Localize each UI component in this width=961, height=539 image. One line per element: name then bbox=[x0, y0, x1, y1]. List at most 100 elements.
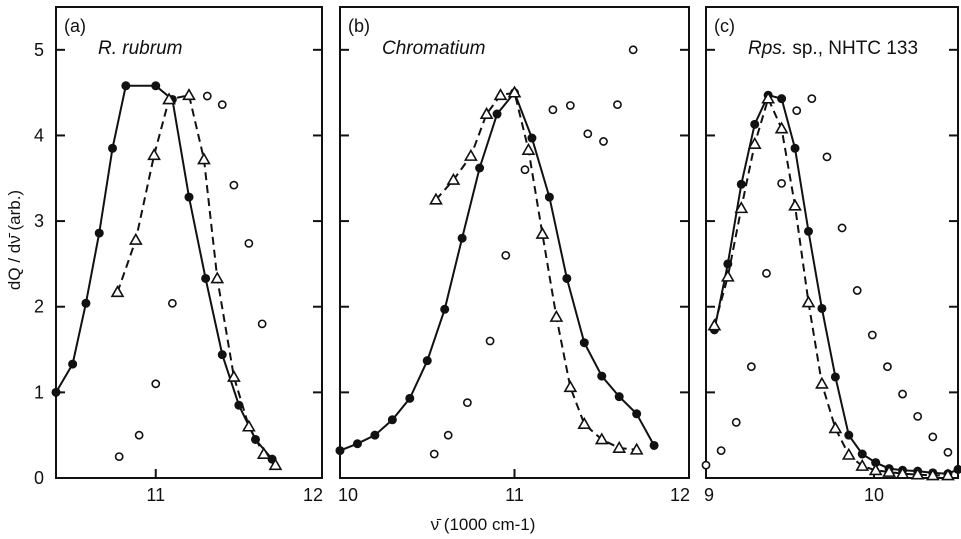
series-line bbox=[339, 90, 655, 452]
data-point-open-circle bbox=[913, 411, 923, 421]
panel-frame bbox=[55, 6, 323, 479]
data-point-open-triangle bbox=[761, 91, 776, 104]
data-point-filled-circle bbox=[562, 273, 572, 283]
panel-name-suffix: sp., NHTC 133 bbox=[787, 38, 918, 59]
data-point-open-circle bbox=[928, 432, 938, 442]
data-point-open-triangle bbox=[563, 380, 578, 393]
data-point-filled-circle bbox=[184, 192, 194, 202]
data-point-open-triangle bbox=[828, 421, 843, 434]
y-tick-label: 3 bbox=[34, 211, 44, 231]
data-point-filled-circle bbox=[201, 273, 211, 283]
panel-name: R. rubrum bbox=[98, 38, 182, 59]
data-point-open-triangle bbox=[268, 458, 283, 471]
data-point-filled-circle bbox=[736, 179, 746, 189]
data-point-open-triangle bbox=[629, 442, 644, 455]
data-point-filled-circle bbox=[234, 400, 244, 410]
data-point-open-triangle bbox=[241, 419, 256, 432]
series-open-triangle bbox=[707, 91, 955, 481]
data-point-open-triangle bbox=[128, 232, 143, 245]
data-point-filled-circle bbox=[790, 143, 800, 153]
data-point-filled-circle bbox=[777, 94, 787, 104]
data-point-open-triangle bbox=[227, 369, 241, 382]
data-point-open-circle bbox=[867, 330, 877, 340]
data-point-open-circle bbox=[822, 152, 832, 162]
series-filled-circle bbox=[709, 90, 961, 479]
data-point-filled-circle bbox=[527, 133, 537, 143]
panel-tag: (b) bbox=[348, 16, 370, 36]
data-point-open-circle bbox=[807, 94, 817, 104]
data-point-open-circle bbox=[443, 430, 453, 440]
data-point-open-circle bbox=[731, 417, 741, 427]
data-point-open-circle bbox=[429, 449, 439, 459]
data-point-open-triangle bbox=[429, 192, 443, 205]
data-point-open-circle bbox=[501, 250, 511, 260]
data-point-open-triangle bbox=[868, 463, 883, 476]
data-point-open-circle bbox=[134, 430, 144, 440]
data-point-open-triangle bbox=[925, 468, 940, 481]
x-tick-label: 12 bbox=[303, 485, 323, 505]
data-point-filled-circle bbox=[422, 356, 432, 366]
panel-tag: (a) bbox=[64, 16, 86, 36]
data-point-open-circle bbox=[792, 106, 802, 116]
data-point-filled-circle bbox=[151, 81, 161, 91]
data-point-open-circle bbox=[777, 179, 786, 188]
data-point-open-triangle bbox=[594, 432, 609, 445]
data-point-open-circle bbox=[701, 460, 711, 470]
data-point-filled-circle bbox=[649, 440, 659, 450]
x-tick-label: 10 bbox=[864, 485, 884, 505]
data-point-open-triangle bbox=[882, 464, 896, 477]
data-point-open-circle bbox=[762, 268, 771, 278]
data-point-filled-circle bbox=[830, 372, 840, 382]
data-point-open-circle bbox=[151, 379, 161, 389]
data-point-open-triangle bbox=[521, 142, 536, 155]
data-point-open-triangle bbox=[577, 416, 592, 429]
data-point-open-triangle bbox=[747, 136, 762, 149]
series-open-triangle bbox=[110, 88, 283, 471]
panel-a: 11 12 (a) R. rubrum bbox=[51, 6, 323, 505]
series-line bbox=[116, 94, 277, 466]
data-point-open-circle bbox=[548, 105, 558, 115]
data-point-open-circle bbox=[583, 129, 593, 139]
data-point-open-circle bbox=[114, 452, 124, 461]
data-point-open-triangle bbox=[197, 152, 211, 165]
data-point-open-circle bbox=[565, 101, 575, 110]
data-point-open-circle bbox=[462, 398, 472, 408]
data-point-open-triangle bbox=[720, 269, 735, 282]
x-tick-label: 10 bbox=[338, 485, 358, 505]
data-point-open-circle bbox=[520, 165, 530, 175]
data-point-filled-circle bbox=[457, 233, 467, 243]
data-point-filled-circle bbox=[68, 359, 78, 369]
data-point-open-triangle bbox=[801, 295, 816, 308]
y-tick-label: 4 bbox=[34, 125, 44, 145]
data-point-filled-circle bbox=[597, 371, 607, 381]
data-point-filled-circle bbox=[335, 446, 345, 456]
data-point-open-triangle bbox=[479, 106, 494, 119]
data-point-filled-circle bbox=[857, 449, 867, 459]
data-point-filled-circle bbox=[352, 439, 362, 449]
data-point-open-circle bbox=[217, 100, 227, 110]
data-point-filled-circle bbox=[387, 415, 397, 425]
data-point-open-triangle bbox=[774, 121, 789, 134]
data-point-filled-circle bbox=[544, 192, 554, 202]
y-tick-label: 5 bbox=[34, 40, 44, 60]
data-point-open-circle bbox=[167, 298, 177, 308]
data-point-open-triangle bbox=[612, 440, 627, 453]
data-point-filled-circle bbox=[492, 109, 502, 119]
data-point-open-triangle bbox=[147, 148, 161, 161]
data-point-open-triangle bbox=[855, 458, 870, 471]
data-point-filled-circle bbox=[440, 304, 450, 314]
data-point-open-triangle bbox=[210, 271, 225, 284]
data-point-filled-circle bbox=[475, 163, 485, 173]
data-point-open-triangle bbox=[734, 201, 749, 214]
data-point-filled-circle bbox=[614, 392, 624, 402]
series-open-triangle bbox=[429, 85, 644, 455]
data-point-open-triangle bbox=[463, 148, 478, 161]
data-point-open-triangle bbox=[535, 226, 550, 239]
data-point-open-circle bbox=[244, 238, 254, 248]
x-tick-label: 11 bbox=[505, 485, 524, 505]
data-point-filled-circle bbox=[803, 226, 813, 236]
data-point-open-circle bbox=[485, 336, 495, 346]
y-tick-label: 1 bbox=[34, 382, 44, 402]
data-point-open-triangle bbox=[182, 88, 196, 101]
